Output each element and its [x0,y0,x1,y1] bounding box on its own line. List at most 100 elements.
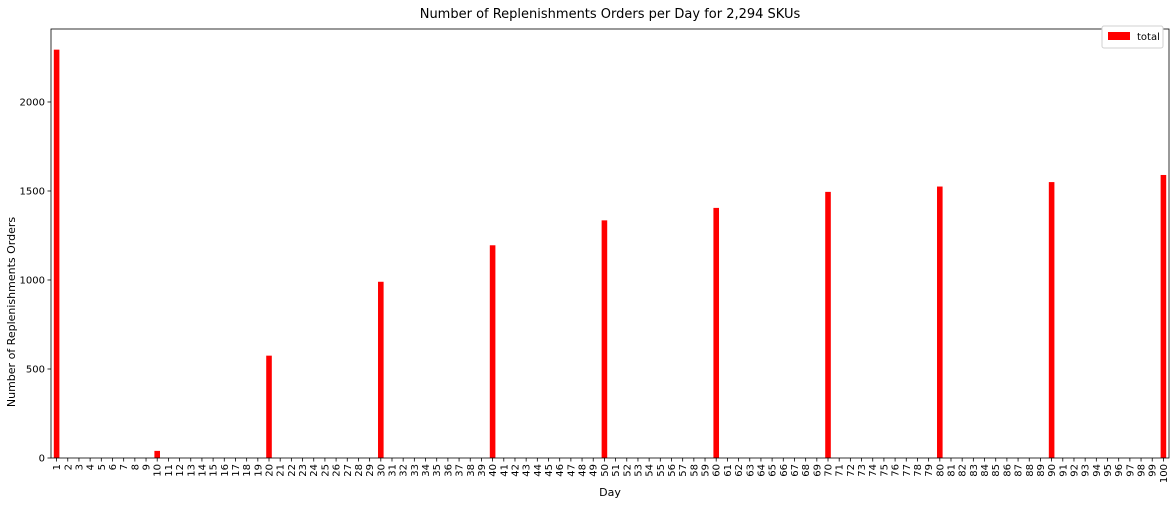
x-tick-label: 17 [231,464,242,477]
x-tick-label: 71 [835,464,846,477]
x-tick-label: 10 [153,464,164,477]
x-tick-label: 80 [935,464,946,477]
x-tick-label: 36 [443,464,454,477]
y-tick-label: 2000 [20,97,45,108]
x-tick-label: 1 [52,464,63,470]
x-tick-label: 31 [387,464,398,477]
legend-label: total [1137,32,1160,43]
x-tick-label: 68 [801,464,812,477]
legend: total [1101,25,1164,49]
bar-day-90 [1048,182,1055,458]
x-tick-label: 14 [197,464,208,477]
bar-day-100 [1160,174,1167,458]
x-tick-label: 47 [566,464,577,477]
x-tick-label: 6 [108,464,119,470]
x-tick-label: 35 [432,464,443,477]
x-tick-label: 48 [578,464,589,477]
x-tick-label: 77 [902,464,913,477]
x-tick-label: 32 [399,464,410,477]
x-tick-label: 51 [611,464,622,477]
x-tick-label: 25 [320,464,331,477]
x-tick-label: 12 [175,464,186,477]
legend-box [1101,25,1164,49]
bar-day-60 [713,207,720,458]
x-tick-label: 44 [533,464,544,477]
x-tick-label: 45 [544,464,555,477]
x-tick-label: 53 [633,464,644,477]
bar-day-50 [601,220,608,458]
x-tick-label: 50 [600,464,611,477]
y-tick-label: 1500 [20,186,45,197]
x-tick-label: 24 [309,464,320,477]
x-tick-label: 84 [980,464,991,477]
x-tick-label: 94 [1092,464,1103,477]
x-tick-label: 91 [1058,464,1069,477]
x-tick-label: 2 [63,464,74,470]
legend-swatch [1108,32,1130,40]
x-tick-label: 18 [242,464,253,477]
bar-day-30 [378,281,384,458]
x-tick-label: 41 [499,464,510,477]
x-tick-label: 74 [868,464,879,477]
chart-title: Number of Replenishments Orders per Day … [420,7,801,22]
bar-day-40 [489,245,496,458]
x-tick-label: 39 [477,464,488,477]
x-tick-label: 52 [622,464,633,477]
x-tick-label: 5 [97,464,108,470]
x-tick-label: 23 [298,464,309,477]
x-tick-label: 54 [645,464,656,477]
x-tick-label: 69 [812,464,823,477]
x-tick-label: 13 [186,464,197,477]
x-tick-label: 64 [756,464,767,477]
plot-frame [50,28,1170,459]
x-tick-label: 27 [343,464,354,477]
y-axis-label: Number of Replenishments Orders [5,217,18,407]
x-tick-label: 65 [768,464,779,477]
x-tick-label: 86 [1002,464,1013,477]
x-tick-label: 38 [466,464,477,477]
bar-day-1 [53,49,60,459]
x-tick-label: 7 [119,464,130,470]
x-tick-label: 100 [1159,464,1170,483]
x-tick-label: 59 [701,464,712,477]
x-tick-label: 30 [376,464,387,477]
x-tick-label: 37 [455,464,466,477]
y-tick-label: 1000 [20,275,45,286]
x-tick-label: 57 [678,464,689,477]
x-tick-label: 78 [913,464,924,477]
bar-day-20 [266,355,272,458]
bar-day-80 [937,186,943,459]
x-tick-label: 61 [723,464,734,477]
x-tick-label: 3 [74,464,85,470]
x-tick-label: 15 [209,464,220,477]
bars-layer [53,49,1167,459]
x-tick-label: 79 [924,464,935,477]
x-tick-label: 29 [365,464,376,477]
x-tick-label: 92 [1069,464,1080,477]
x-tick-label: 90 [1047,464,1058,477]
x-tick-label: 72 [846,464,857,477]
x-tick-label: 56 [667,464,678,477]
y-tick-label: 500 [26,365,45,376]
x-tick-label: 81 [946,464,957,477]
x-tick-label: 22 [287,464,298,477]
x-tick-label: 89 [1036,464,1047,477]
x-tick-label: 43 [522,464,533,477]
x-tick-label: 49 [589,464,600,477]
y-axis: 0 500 1000 1500 2000 [20,97,51,465]
x-tick-label: 66 [779,464,790,477]
x-tick-label: 96 [1114,464,1125,477]
x-tick-label: 97 [1125,464,1136,477]
x-axis-label: Day [599,486,621,499]
x-tick-label: 95 [1103,464,1114,477]
x-tick-label: 76 [891,464,902,477]
x-tick-label: 98 [1137,464,1148,477]
x-tick-label: 62 [734,464,745,477]
x-tick-label: 87 [1014,464,1025,477]
x-tick-label: 46 [555,464,566,477]
x-tick-label: 83 [969,464,980,477]
x-tick-label: 42 [510,464,521,477]
x-tick-label: 88 [1025,464,1036,477]
y-tick-label: 0 [39,454,45,465]
